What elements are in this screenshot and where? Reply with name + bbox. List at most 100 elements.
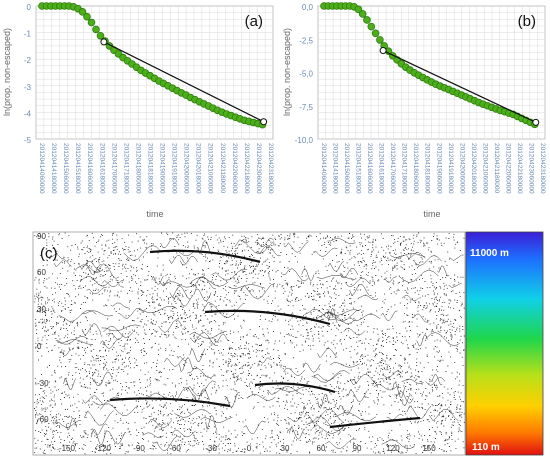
panel-a: 0 -1 -2 -3 -4 -5 20120414060000 201204141… [2,2,274,219]
x-tick-label: 20120418180000 [146,143,153,194]
x-tick-label: 20120416060000 [366,143,373,194]
contour-line [416,334,428,347]
panel-label-a: (a) [245,13,263,30]
x-tick-label: 20120417060000 [389,143,396,194]
x-tick-label: -90 [133,444,145,453]
contour-line [350,313,381,321]
dense-streak [109,397,231,408]
fit-start-marker-a [100,38,108,46]
fit-start-marker-b [379,47,387,55]
data-point [367,22,376,31]
contour-line [259,357,271,364]
data-point [376,36,384,44]
contour-line [110,302,129,308]
panel-label-c: (c) [40,245,58,262]
x-ticks-a: 20120414060000 20120414180000 201204150600… [38,143,274,194]
contour-line [243,420,265,435]
x-tick-label: -60 [169,444,181,453]
contour-line [323,309,362,322]
contour-line [211,268,248,281]
contour-line [205,415,218,431]
y-tick-label: 60 [37,268,46,277]
contour-line [327,261,345,272]
contour-line [288,427,304,440]
contour-line [186,380,217,397]
particle-trajectories [34,232,465,455]
y-tick-label: 0 [27,3,32,12]
y-ticks-a: 0 -1 -2 -3 -4 -5 [24,3,32,145]
contour-line [100,403,136,416]
contour-line [425,376,445,386]
dense-streak [254,382,336,394]
contour-line [347,389,368,403]
contour-line [101,279,124,288]
y-tick-label: -5,0 [299,70,313,79]
contour-line [327,307,338,324]
contour-line [94,263,120,279]
x-tick-label: 20120414180000 [50,143,57,194]
x-tick-label: 20120420060000 [458,143,465,194]
x-tick-label: 20120422180000 [516,143,523,194]
contour-line [373,384,398,391]
contour-line [190,276,229,287]
y-tick-label: 0 [37,342,42,351]
x-tick-label: 20120422180000 [243,143,250,194]
trajectory-dots [34,232,465,455]
contour-line [179,255,198,266]
y-tick-label: -3 [24,83,32,92]
contour-line [317,348,338,359]
contour-line [162,281,194,288]
x-tick-label: 150 [422,444,436,453]
contour-line [283,367,306,376]
x-tick-label: 20120414180000 [332,143,339,194]
x-tick-label: 90 [353,444,362,453]
contour-line [234,239,275,255]
contour-line [173,294,193,307]
contour-line [158,319,183,333]
dense-streak [149,249,261,264]
contour-line [103,325,133,338]
contour-line [288,417,303,422]
series-points-a [38,2,267,129]
x-tick-label: 20120414060000 [38,143,45,194]
contour-line [90,423,108,436]
contour-line [398,269,439,283]
x-tick-label: 20120421180000 [219,143,226,194]
contour-line [329,362,360,368]
grid-b [317,5,546,140]
data-point [87,18,96,27]
x-tick-label: 20120416180000 [378,143,385,194]
contour-line [358,295,379,300]
x-tick-label: 20120417180000 [401,143,408,194]
y-axis-label-b: ln(prop. non-escaped) [282,28,292,116]
x-tick-label: 20120415060000 [62,143,69,194]
x-axis-label-b: time [423,209,440,219]
contour-line [191,332,219,346]
contour-line [381,439,416,449]
y-tick-label: 90 [37,232,46,241]
contour-line [413,255,442,266]
contour-line [327,238,356,244]
y-tick-label: -5 [24,136,32,145]
contour-line [164,357,185,367]
x-tick-label: 20120417060000 [110,143,117,194]
contour-line [383,277,396,283]
contour-line [392,382,405,398]
panel-label-b: (b) [518,13,536,30]
contour-line [401,378,424,384]
data-point [371,29,380,38]
panel-b: 0,0 -2,5 -5,0 -7,5 -10,0 20120414060000 2… [282,2,546,219]
contour-line [51,253,65,259]
contour-line [147,418,172,429]
x-tick-label: -150 [59,444,76,453]
contour-line [82,395,103,404]
contour-line [169,285,191,300]
data-point [363,16,371,24]
x-tick-label: 20120415060000 [343,143,350,194]
contour-line [63,377,77,390]
contour-line [59,349,71,356]
contour-line [406,252,426,259]
contour-line [317,393,329,409]
fit-end-marker-a [260,118,268,126]
contour-line [142,432,164,438]
